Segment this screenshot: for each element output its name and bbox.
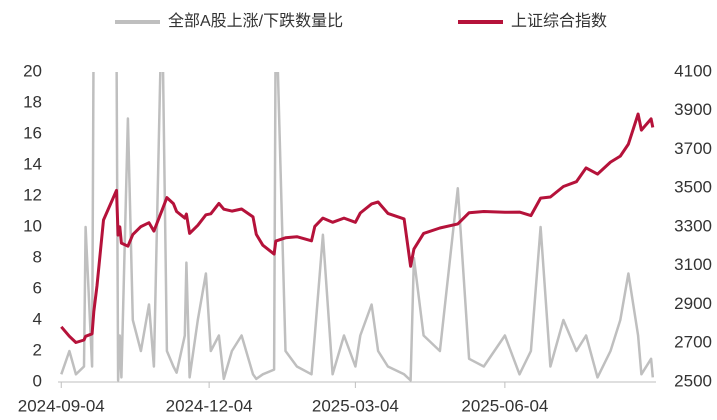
y-tick-label: 12 [23,185,42,204]
y-tick-label: 14 [23,154,42,173]
y2-tick-label: 3900 [674,100,712,119]
y-tick-label: 6 [33,278,42,297]
plot-area [60,72,655,382]
y-tick-label: 10 [23,216,42,235]
y-tick-label: 18 [23,92,42,111]
y-tick-label: 4 [33,309,42,328]
series-line [60,72,655,382]
y2-tick-label: 2700 [674,333,712,352]
legend-label: 上证综合指数 [511,12,607,30]
legend-label: 全部A股上涨/下跌数量比 [168,12,343,30]
y2-tick-label: 2500 [674,371,712,390]
y2-tick-label: 3500 [674,178,712,197]
y-tick-label: 0 [33,371,42,390]
y2-tick-label: 3300 [674,216,712,235]
y-tick-label: 8 [33,247,42,266]
x-tick-label: 2025-06-04 [461,396,548,415]
series-line [60,112,655,344]
y2-tick-label: 2900 [674,294,712,313]
y-tick-label: 16 [23,123,42,142]
y2-tick-label: 3700 [674,139,712,158]
y2-tick-label: 3100 [674,255,712,274]
x-tick-label: 2024-09-04 [18,396,105,415]
y-tick-label: 20 [23,61,42,80]
x-tick-label: 2024-12-04 [166,396,253,415]
x-tick-label: 2025-03-04 [312,396,399,415]
y2-tick-label: 4100 [674,61,712,80]
legend: 全部A股上涨/下跌数量比 上证综合指数 [115,12,607,30]
y-tick-label: 2 [33,340,42,359]
